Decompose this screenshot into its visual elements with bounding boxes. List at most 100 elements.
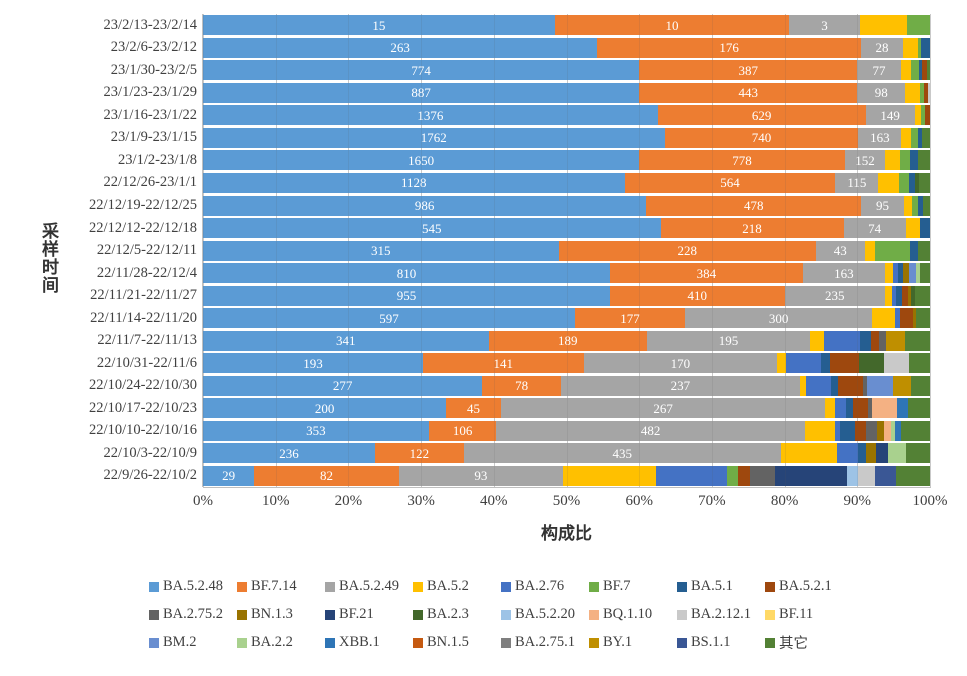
x-tick-label: 100% xyxy=(912,493,948,509)
bar-row: 1762 740 163 xyxy=(203,127,930,150)
segment-value-label: 341 xyxy=(336,333,356,349)
bar-segment-BA.2.3 xyxy=(915,172,920,193)
bar-segment-BY.1 xyxy=(886,330,905,351)
y-axis-title: 采样时间 xyxy=(39,222,58,294)
x-tick-label: 20% xyxy=(334,493,363,509)
bar-segment-BA.5.2 xyxy=(884,263,893,284)
bar-row: 29 82 93 xyxy=(203,465,930,488)
y-axis-label: 22/10/10-22/10/16 xyxy=(89,422,197,439)
bar-row: 810 384 163 xyxy=(203,262,930,285)
legend-label: BA.5.2.1 xyxy=(779,578,832,594)
bar-row: 1128 564 115 xyxy=(203,172,930,195)
x-tick-label: 70% xyxy=(698,493,726,509)
legend-item-XBB.1: XBB.1 xyxy=(325,632,413,653)
bar-segment-BA.5.2.1 xyxy=(902,285,908,306)
segment-value-label: 152 xyxy=(855,152,875,168)
y-axis-label: 22/12/19-22/12/25 xyxy=(89,197,197,214)
segment-value-label: 15 xyxy=(372,17,386,33)
stacked-bar: 15 10 3 xyxy=(203,15,930,36)
legend-item-BA.2.12.1: BA.2.12.1 xyxy=(677,604,765,625)
y-axis-label: 23/1/30-23/2/5 xyxy=(110,61,197,78)
legend-swatch-icon xyxy=(501,637,511,648)
bar-segment-BA.2.76 xyxy=(656,465,728,486)
bar-segment-BA.5.2.49: 77 xyxy=(857,60,901,81)
bar-segment-其它 xyxy=(904,330,930,351)
bar-segment-BA.2.75.2 xyxy=(749,465,775,486)
bar-segment-BA.5.2 xyxy=(905,218,920,239)
legend-swatch-icon xyxy=(677,637,687,648)
stacked-bar: 353 106 482 xyxy=(203,420,930,441)
bar-segment-BA.5.2.48: 353 xyxy=(203,420,429,441)
stacked-bar: 1650 778 152 xyxy=(203,150,930,171)
bar-segment-BA.5.1 xyxy=(857,443,866,464)
legend-swatch-icon xyxy=(589,581,599,592)
legend-label: BA.5.2 xyxy=(427,578,469,594)
bar-segment-其它 xyxy=(901,420,930,441)
segment-value-label: 810 xyxy=(396,265,417,281)
stacked-bar: 774 387 77 xyxy=(203,60,930,81)
bar-segment-BA.5.2.49: 74 xyxy=(843,218,906,239)
y-axis-label: 22/10/24-22/10/30 xyxy=(89,377,197,394)
x-tick-label: 40% xyxy=(480,493,508,509)
bar-segment-BA.5.2 xyxy=(884,285,893,306)
legend-item-BY.1: BY.1 xyxy=(589,632,677,653)
bar-segment-BF.7.14: 82 xyxy=(254,465,399,486)
bar-segment-其它 xyxy=(919,172,930,193)
segment-value-label: 1650 xyxy=(408,152,435,168)
bar-segment-BA.2.12.1 xyxy=(857,465,876,486)
bar-segment-BA.5.2.48: 341 xyxy=(203,330,489,351)
bar-segment-BA.5.1 xyxy=(910,150,918,171)
legend-label: BA.2.2 xyxy=(251,634,293,650)
bar-segment-BF.7 xyxy=(917,37,921,58)
bar-row: 986 478 95 xyxy=(203,194,930,217)
bar-segment-BF.7 xyxy=(920,82,925,103)
stacked-bar: 277 78 237 xyxy=(203,375,930,396)
bar-row: 1376 629 149 xyxy=(203,104,930,127)
segment-value-label: 141 xyxy=(493,355,514,371)
segment-value-label: 315 xyxy=(371,243,391,259)
y-axis-label: 22/11/21-22/11/27 xyxy=(90,287,197,304)
legend-item-BN.1.3: BN.1.3 xyxy=(237,604,325,625)
bar-segment-BF.7 xyxy=(921,105,926,126)
segment-value-label: 300 xyxy=(768,310,789,326)
segment-value-label: 267 xyxy=(653,400,673,416)
bar-segment-BA.5.2 xyxy=(804,420,836,441)
bar-segment-BA.5.2.48: 597 xyxy=(203,308,575,329)
bar-segment-BA.5.1 xyxy=(840,420,856,441)
bar-segment-BF.7.14: 176 xyxy=(597,37,862,58)
segment-value-label: 564 xyxy=(720,175,740,191)
legend-item-BF.11: BF.11 xyxy=(765,604,853,625)
y-axis-label: 23/1/2-23/1/8 xyxy=(118,151,197,168)
bar-segment-BA.5.2 xyxy=(901,127,911,148)
bar-segment-BA.5.2.49: 237 xyxy=(560,375,800,396)
segment-value-label: 98 xyxy=(874,85,888,101)
bar-segment-BF.7.14: 10 xyxy=(554,15,790,36)
bar-segment-BF.7 xyxy=(910,127,918,148)
legend-swatch-icon xyxy=(765,609,775,620)
bar-segment-BF.7 xyxy=(911,60,919,81)
segment-value-label: 149 xyxy=(880,107,900,123)
bar-segment-BA.5.2.48: 545 xyxy=(203,218,661,239)
segment-value-label: 176 xyxy=(719,40,739,56)
bar-segment-BA.5.2.49: 152 xyxy=(844,150,886,171)
y-axis-label: 22/12/26-23/1/1 xyxy=(103,174,197,191)
segment-value-label: 277 xyxy=(332,378,353,394)
bar-segment-BA.5.2.48: 810 xyxy=(203,263,610,284)
bar-segment-BA.5.2.48: 236 xyxy=(203,443,375,464)
bar-segment-BA.5.2.1 xyxy=(855,420,867,441)
bar-segment-其它 xyxy=(917,240,930,261)
bar-segment-BF.21 xyxy=(774,465,848,486)
bar-segment-BF.7 xyxy=(874,240,910,261)
segment-value-label: 235 xyxy=(824,288,845,304)
segment-value-label: 986 xyxy=(414,198,435,214)
bar-segment-BA.5.2 xyxy=(810,330,825,351)
stacked-bar: 29 82 93 xyxy=(203,465,930,486)
segment-value-label: 774 xyxy=(411,62,431,78)
segment-value-label: 177 xyxy=(620,310,640,326)
bar-row: 193 141 170 xyxy=(203,352,930,375)
bar-segment-BA.5.1 xyxy=(831,375,839,396)
legend-label: BF.7 xyxy=(603,578,631,594)
bar-segment-BA.5.2.49: 170 xyxy=(583,353,778,374)
legend-swatch-icon xyxy=(325,609,335,620)
legend-label: BA.2.75.2 xyxy=(163,606,224,622)
